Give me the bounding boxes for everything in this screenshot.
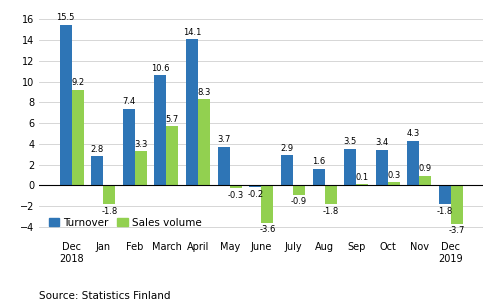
Text: 0.9: 0.9 <box>419 164 432 173</box>
Text: Source: Statistics Finland: Source: Statistics Finland <box>39 291 171 301</box>
Text: 14.1: 14.1 <box>183 28 201 36</box>
Bar <box>261 185 273 223</box>
Text: -0.9: -0.9 <box>291 197 307 206</box>
Bar <box>91 156 103 185</box>
Bar <box>71 90 84 185</box>
Bar <box>407 141 420 185</box>
Text: -3.7: -3.7 <box>449 226 465 235</box>
Bar <box>167 126 178 185</box>
Text: 10.6: 10.6 <box>151 64 170 73</box>
Bar <box>249 185 261 187</box>
Text: -3.6: -3.6 <box>259 225 276 234</box>
Bar <box>313 169 324 185</box>
Text: -0.2: -0.2 <box>247 190 263 199</box>
Bar <box>186 39 198 185</box>
Text: 3.4: 3.4 <box>375 139 388 147</box>
Text: -0.3: -0.3 <box>228 191 244 200</box>
Text: 4.3: 4.3 <box>407 129 420 138</box>
Bar <box>218 147 230 185</box>
Text: 3.7: 3.7 <box>217 135 230 144</box>
Text: -1.8: -1.8 <box>101 206 117 216</box>
Text: 3.3: 3.3 <box>134 140 147 149</box>
Text: 1.6: 1.6 <box>312 157 325 166</box>
Bar <box>451 185 463 224</box>
Bar <box>439 185 451 204</box>
Bar <box>281 155 293 185</box>
Text: 9.2: 9.2 <box>71 78 84 87</box>
Text: 2.9: 2.9 <box>281 144 293 153</box>
Bar <box>198 99 210 185</box>
Bar <box>154 75 167 185</box>
Text: 3.5: 3.5 <box>344 137 357 147</box>
Text: 15.5: 15.5 <box>56 13 75 22</box>
Text: 2.8: 2.8 <box>91 145 104 154</box>
Text: -1.8: -1.8 <box>437 206 453 216</box>
Bar <box>420 176 431 185</box>
Bar <box>123 109 135 185</box>
Bar <box>344 149 356 185</box>
Text: -1.8: -1.8 <box>322 206 339 216</box>
Bar <box>387 182 400 185</box>
Bar <box>135 151 147 185</box>
Bar <box>103 185 115 204</box>
Legend: Turnover, Sales volume: Turnover, Sales volume <box>45 214 206 232</box>
Text: 0.1: 0.1 <box>355 173 369 182</box>
Bar <box>230 185 242 188</box>
Bar <box>376 150 387 185</box>
Bar <box>293 185 305 195</box>
Bar <box>60 25 71 185</box>
Text: 5.7: 5.7 <box>166 115 179 124</box>
Text: 8.3: 8.3 <box>197 88 211 97</box>
Text: 7.4: 7.4 <box>122 97 136 106</box>
Text: 0.3: 0.3 <box>387 171 400 180</box>
Bar <box>324 185 337 204</box>
Bar <box>356 184 368 185</box>
